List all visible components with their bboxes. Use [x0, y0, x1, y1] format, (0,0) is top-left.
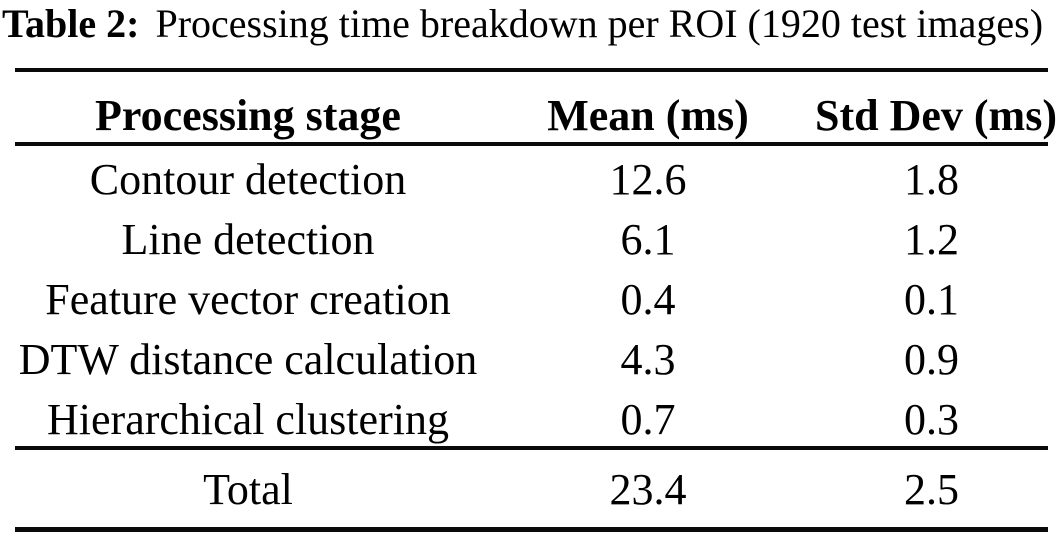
cell-stage: Line detection [121, 215, 375, 264]
column-header-processing-stage: Processing stage [95, 91, 401, 140]
cell-stage: Feature vector creation [45, 275, 451, 324]
table-caption-label: Table 2: [2, 1, 140, 46]
header-separator-rule [15, 142, 1048, 146]
table-caption-text: Processing time breakdown per ROI (1920 … [155, 1, 1044, 46]
cell-total-label: Total [203, 465, 293, 514]
cell-stage: Contour detection [89, 155, 407, 204]
cell-std: 0.3 [904, 395, 959, 444]
table-top-rule [15, 68, 1048, 72]
cell-total-std: 2.5 [904, 465, 959, 514]
table-row-total: Total 23.4 2.5 [15, 450, 1048, 527]
cell-mean: 6.1 [620, 215, 676, 264]
column-header-std-dev-ms: Std Dev (ms) [815, 91, 1057, 140]
table-row-line-detection: Line detection 6.1 1.2 [15, 206, 1048, 266]
cell-mean: 12.6 [609, 155, 687, 204]
table-row-contour-detection: Contour detection 12.6 1.8 [15, 146, 1048, 206]
cell-std: 0.1 [904, 275, 959, 324]
cell-total-mean: 23.4 [609, 465, 687, 514]
table-row-hierarchical-clustering: Hierarchical clustering 0.7 0.3 [15, 386, 1048, 446]
processing-time-table: Processing stage Mean (ms) Std Dev (ms) … [15, 68, 1057, 532]
cell-std: 0.9 [904, 335, 959, 384]
cell-mean: 0.7 [620, 395, 676, 444]
table-row-feature-vector-creation: Feature vector creation 0.4 0.1 [15, 266, 1048, 326]
total-separator-rule [15, 446, 1048, 450]
cell-stage: DTW distance calculation [18, 335, 478, 384]
table-header-row: Processing stage Mean (ms) Std Dev (ms) [15, 72, 1057, 142]
table-caption: Table 2: Processing time breakdown per RO… [2, 1, 1062, 47]
column-header-mean-ms: Mean (ms) [547, 91, 749, 140]
cell-std: 1.8 [904, 155, 959, 204]
cell-stage: Hierarchical clustering [47, 395, 449, 444]
table-bottom-rule [15, 527, 1048, 532]
cell-std: 1.2 [904, 215, 959, 264]
table-row-dtw-distance-calculation: DTW distance calculation 4.3 0.9 [15, 326, 1048, 386]
cell-mean: 0.4 [620, 275, 676, 324]
cell-mean: 4.3 [620, 335, 676, 384]
